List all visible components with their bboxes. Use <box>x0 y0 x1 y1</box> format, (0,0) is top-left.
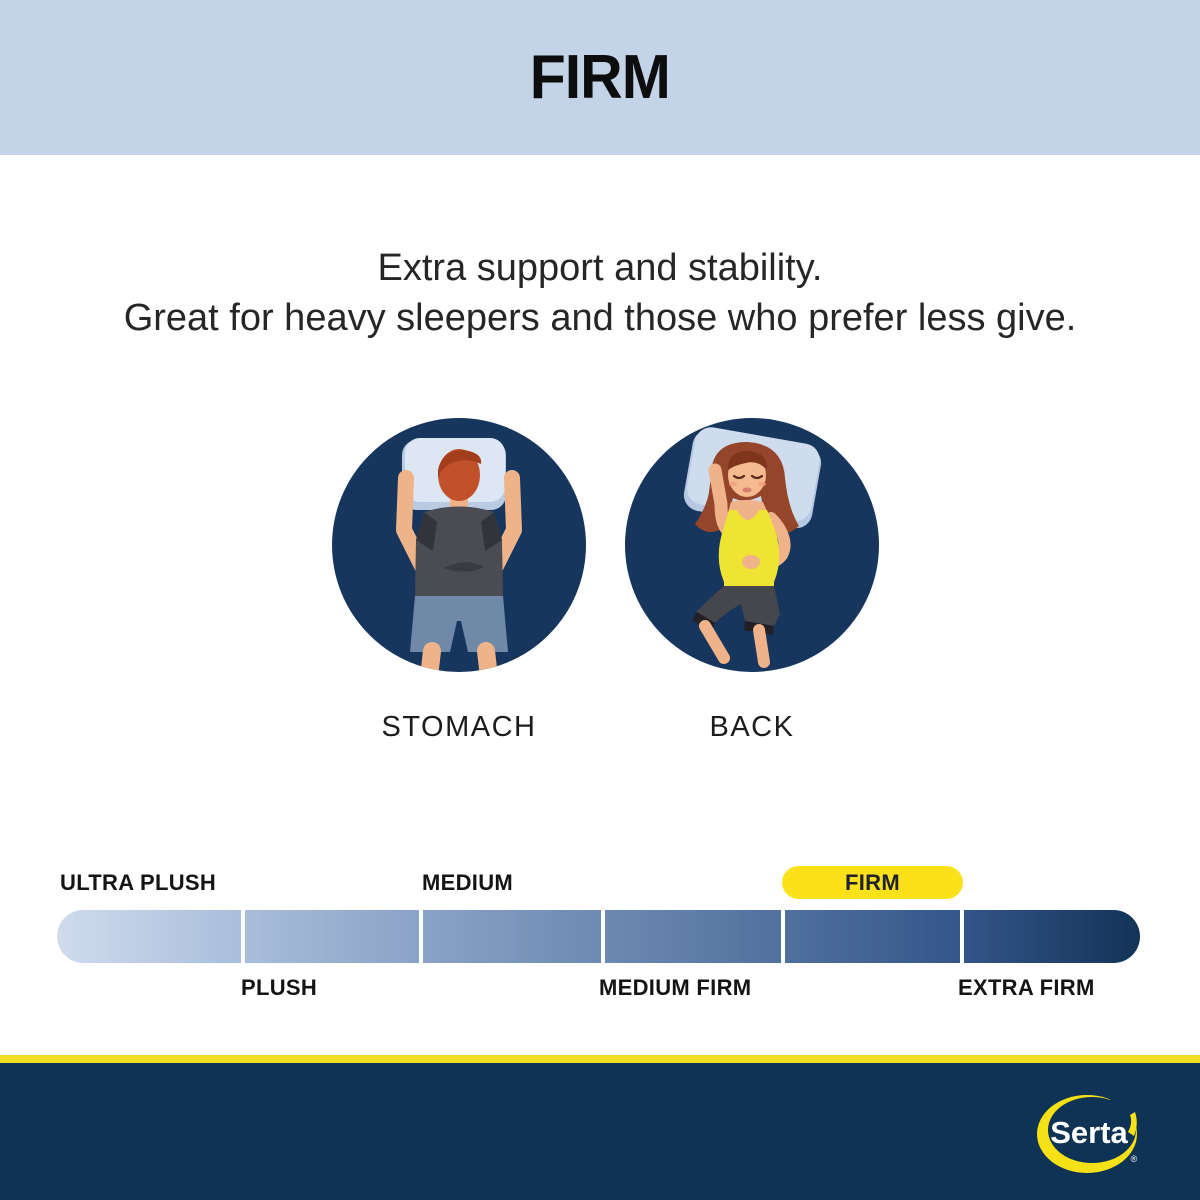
stomach-sleeper-icon <box>332 418 586 672</box>
scale-label-plush: PLUSH <box>241 975 318 1000</box>
serta-logo-icon: Serta ® <box>1037 1095 1139 1173</box>
bar-divider <box>781 910 785 963</box>
scale-label-extra-firm: EXTRA FIRM <box>958 975 1095 1000</box>
position-label-stomach: STOMACH <box>381 711 537 743</box>
scale-label-medium-firm: MEDIUM FIRM <box>599 975 752 1000</box>
scale-label-firm: FIRM <box>845 869 900 895</box>
bar-divider <box>960 910 964 963</box>
back-sleeper-icon <box>625 418 879 672</box>
description-line1: Extra support and stability. <box>377 247 823 289</box>
stomach-sleeper-illustration <box>332 418 586 672</box>
description-text: Extra support and stability. Great for h… <box>0 243 1200 343</box>
bar-divider <box>241 910 245 963</box>
registered-trademark: ® <box>1131 1154 1138 1164</box>
bar-divider <box>419 910 423 963</box>
footer-accent-stripe <box>0 1055 1200 1063</box>
firmness-scale-bar <box>57 910 1140 963</box>
header-banner: FIRM <box>0 0 1200 155</box>
position-label-back: BACK <box>709 711 795 743</box>
serta-wordmark: Serta <box>1050 1115 1128 1150</box>
page-title: FIRM <box>529 43 671 112</box>
scale-label-ultra-plush: ULTRA PLUSH <box>60 870 217 895</box>
scale-label-medium: MEDIUM <box>422 870 514 895</box>
back-sleeper-illustration <box>625 418 879 672</box>
selected-firmness-badge: FIRM <box>782 866 963 899</box>
bar-divider <box>601 910 605 963</box>
description-line2: Great for heavy sleepers and those who p… <box>123 297 1077 339</box>
footer-bar <box>0 1063 1200 1200</box>
serta-logo: Serta ® <box>1035 1090 1147 1178</box>
